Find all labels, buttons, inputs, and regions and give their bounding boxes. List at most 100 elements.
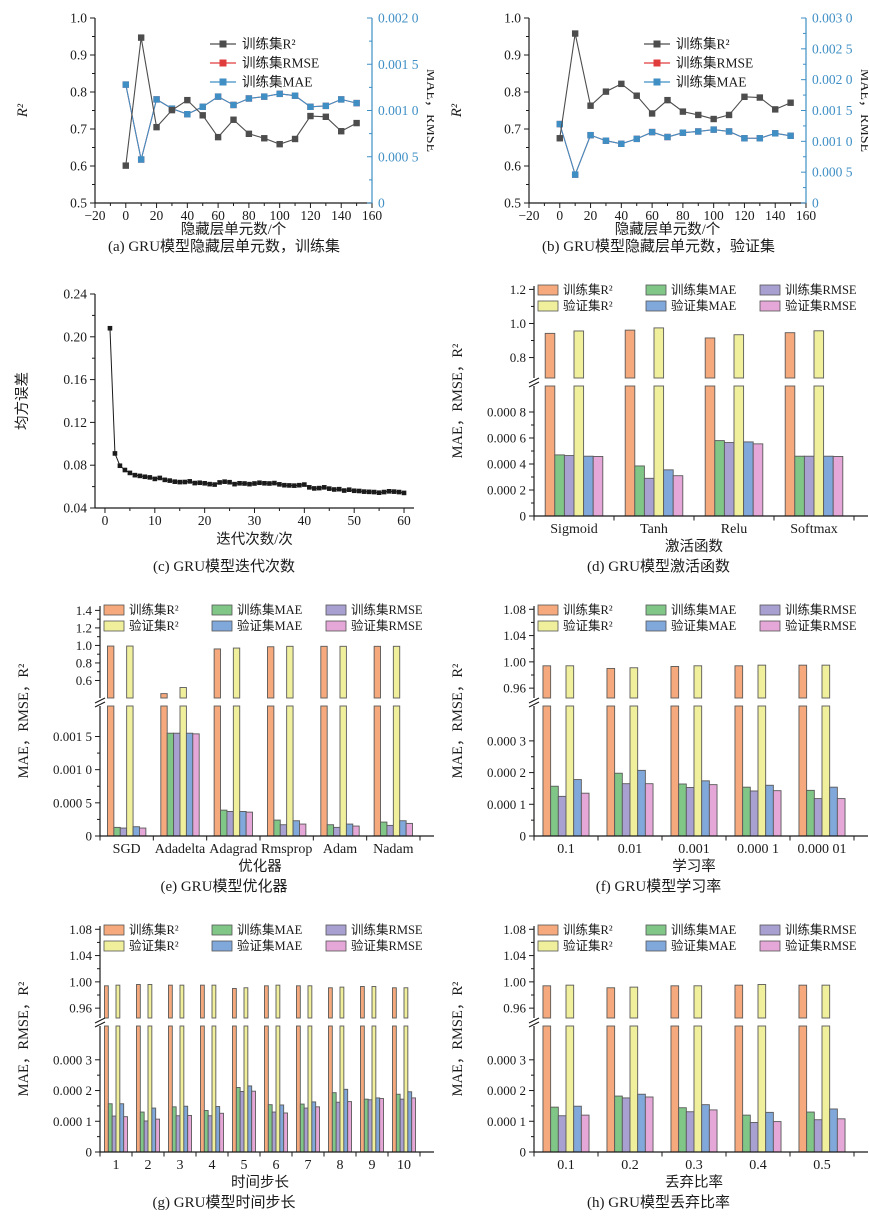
svg-text:0.000 2: 0.000 2	[487, 765, 526, 780]
svg-text:验证集R²: 验证集R²	[129, 938, 179, 953]
svg-text:训练集R²: 训练集R²	[563, 282, 613, 297]
svg-text:0: 0	[520, 509, 527, 524]
svg-text:MAE，RMSE，R²: MAE，RMSE，R²	[16, 663, 32, 778]
svg-text:60: 60	[397, 513, 411, 528]
svg-text:训练集RMSE: 训练集RMSE	[351, 922, 423, 937]
subplot-c: 0.04 0.08 0.12 0.16 0.20 0.24 0 10 20 30 40 50 60 均方误…	[0, 260, 434, 580]
subplot-b: 0.5 0.6 0.7 0.8 0.9 1.0 −20 0 20 40 60 80 100 120 140 1…	[434, 0, 869, 260]
subplot-h: 0.96 1.00 1.04 1.08 0 0.000 1 0.000 2 0.000 3 0.…	[434, 900, 869, 1216]
svg-text:0.001 5: 0.001 5	[53, 729, 92, 744]
svg-text:0.003 0: 0.003 0	[812, 11, 853, 26]
svg-text:隐藏层单元数/个: 隐藏层单元数/个	[181, 221, 287, 236]
svg-text:验证集R²: 验证集R²	[563, 298, 613, 313]
svg-text:Adadelta: Adadelta	[155, 842, 206, 857]
svg-text:0.000 2: 0.000 2	[487, 1083, 526, 1098]
svg-text:6: 6	[273, 1158, 280, 1173]
svg-text:80: 80	[242, 208, 256, 223]
subplot-a: 0.5 0.6 0.7 0.8 0.9 1.0 −20 0 20 40 60 80 100 120 140 1…	[0, 0, 434, 260]
svg-text:0.001 0: 0.001 0	[812, 134, 853, 149]
svg-text:1.08: 1.08	[69, 922, 92, 937]
svg-text:训练集RMSE: 训练集RMSE	[351, 602, 423, 617]
svg-text:1.04: 1.04	[503, 948, 526, 963]
svg-text:0.001 0: 0.001 0	[53, 762, 92, 777]
svg-text:160: 160	[362, 208, 383, 223]
svg-text:0.5: 0.5	[813, 1158, 831, 1173]
svg-text:R²: R²	[449, 103, 465, 118]
svg-text:0.001 0: 0.001 0	[378, 103, 419, 118]
svg-text:MAE，RMSE，R²: MAE，RMSE，R²	[450, 343, 466, 458]
svg-text:训练集R²: 训练集R²	[242, 37, 296, 52]
svg-text:0.002 0: 0.002 0	[812, 72, 853, 87]
chart-f-canvas: 0.96 1.00 1.04 1.08 0 0.000 1 0.000 2 0.000 3 0.…	[450, 602, 868, 875]
svg-text:0.6: 0.6	[76, 673, 93, 688]
svg-text:1.0: 1.0	[510, 316, 526, 331]
subplot-d-caption: (d) GRU模型激活函数	[587, 559, 730, 575]
svg-text:0.9: 0.9	[70, 48, 87, 63]
svg-text:0.1: 0.1	[557, 1158, 575, 1173]
svg-text:1.08: 1.08	[503, 922, 526, 937]
svg-text:0.9: 0.9	[504, 48, 521, 63]
svg-text:60: 60	[645, 208, 659, 223]
svg-text:0.000 1: 0.000 1	[53, 1114, 92, 1129]
svg-text:0.96: 0.96	[503, 681, 526, 696]
svg-text:1.00: 1.00	[503, 654, 526, 669]
chart-h-canvas: 0.96 1.00 1.04 1.08 0 0.000 1 0.000 2 0.000 3 0.…	[450, 922, 868, 1191]
svg-text:验证集MAE: 验证集MAE	[237, 618, 303, 633]
svg-text:MAE，RMSE，R²: MAE，RMSE，R²	[450, 663, 466, 778]
subplot-e: 0.6 0.8 1.0 1.2 1.4 0 0.000 5 0.001 0 0.001 5 SGD…	[0, 580, 434, 900]
svg-text:0.000 3: 0.000 3	[53, 1052, 92, 1067]
svg-text:R²: R²	[15, 103, 31, 118]
chart-c-canvas: 0.04 0.08 0.12 0.16 0.20 0.24 0 10 20 30 40 50 60 均方误…	[14, 287, 414, 548]
svg-text:7: 7	[305, 1158, 312, 1173]
svg-text:验证集R²: 验证集R²	[563, 938, 613, 953]
chart-b-canvas: 0.5 0.6 0.7 0.8 0.9 1.0 −20 0 20 40 60 80 100 120 140 1…	[449, 11, 868, 237]
svg-text:0.5: 0.5	[504, 196, 521, 211]
svg-text:Rmsprop: Rmsprop	[261, 842, 312, 857]
svg-text:训练集R²: 训练集R²	[129, 602, 179, 617]
chart-a-canvas: 0.5 0.6 0.7 0.8 0.9 1.0 −20 0 20 40 60 80 100 120 140 1…	[15, 11, 434, 237]
svg-text:MAE，RMSE: MAE，RMSE	[423, 69, 434, 152]
chart-g-canvas: 0.96 1.00 1.04 1.08 0 0.000 1 0.000 2 0.000 3 1 2…	[16, 922, 434, 1191]
svg-text:验证集RMSE: 验证集RMSE	[785, 938, 857, 953]
svg-text:−20: −20	[518, 208, 539, 223]
svg-text:40: 40	[181, 208, 195, 223]
svg-text:0.000 2: 0.000 2	[53, 1083, 92, 1098]
subplot-f: 0.96 1.00 1.04 1.08 0 0.000 1 0.000 2 0.000 3 0.…	[434, 580, 869, 900]
svg-text:验证集MAE: 验证集MAE	[237, 938, 303, 953]
svg-text:0.8: 0.8	[510, 350, 526, 365]
svg-text:0.000 3: 0.000 3	[487, 1052, 526, 1067]
svg-text:训练集MAE: 训练集MAE	[237, 922, 303, 937]
svg-text:0.001 5: 0.001 5	[812, 103, 853, 118]
svg-text:验证集MAE: 验证集MAE	[671, 618, 737, 633]
svg-text:验证集R²: 验证集R²	[129, 618, 179, 633]
svg-text:训练集MAE: 训练集MAE	[242, 75, 313, 90]
svg-text:时间步长: 时间步长	[231, 1174, 289, 1191]
svg-text:Softmax: Softmax	[790, 522, 837, 537]
svg-text:0.6: 0.6	[70, 159, 87, 174]
svg-text:0.000 6: 0.000 6	[487, 431, 527, 446]
subplot-a-caption: (a) GRU模型隐藏层单元数，训练集	[107, 239, 341, 255]
svg-text:50: 50	[347, 513, 361, 528]
svg-text:0.000 2: 0.000 2	[487, 483, 526, 498]
svg-text:0.000 8: 0.000 8	[487, 405, 526, 420]
svg-text:20: 20	[584, 208, 598, 223]
svg-text:0.001 5: 0.001 5	[378, 57, 419, 72]
svg-text:2: 2	[145, 1158, 152, 1173]
svg-text:0.002 0: 0.002 0	[378, 11, 419, 26]
svg-text:隐藏层单元数/个: 隐藏层单元数/个	[615, 221, 721, 236]
svg-text:0.000 1: 0.000 1	[487, 797, 526, 812]
svg-text:0.3: 0.3	[685, 1158, 703, 1173]
svg-text:训练集MAE: 训练集MAE	[671, 922, 737, 937]
svg-text:0.000 1: 0.000 1	[737, 842, 779, 857]
svg-text:30: 30	[248, 513, 262, 528]
svg-text:丢弃比率: 丢弃比率	[665, 1174, 723, 1191]
subplot-c-caption: (c) GRU模型迭代次数	[152, 559, 296, 575]
svg-text:0.000 5: 0.000 5	[812, 165, 853, 180]
svg-text:60: 60	[211, 208, 225, 223]
svg-text:0: 0	[556, 208, 563, 223]
svg-text:0.24: 0.24	[63, 287, 87, 302]
svg-text:1: 1	[113, 1158, 120, 1173]
svg-text:验证集RMSE: 验证集RMSE	[785, 618, 857, 633]
svg-text:训练集R²: 训练集R²	[563, 602, 613, 617]
svg-text:Adagrad: Adagrad	[209, 842, 257, 857]
